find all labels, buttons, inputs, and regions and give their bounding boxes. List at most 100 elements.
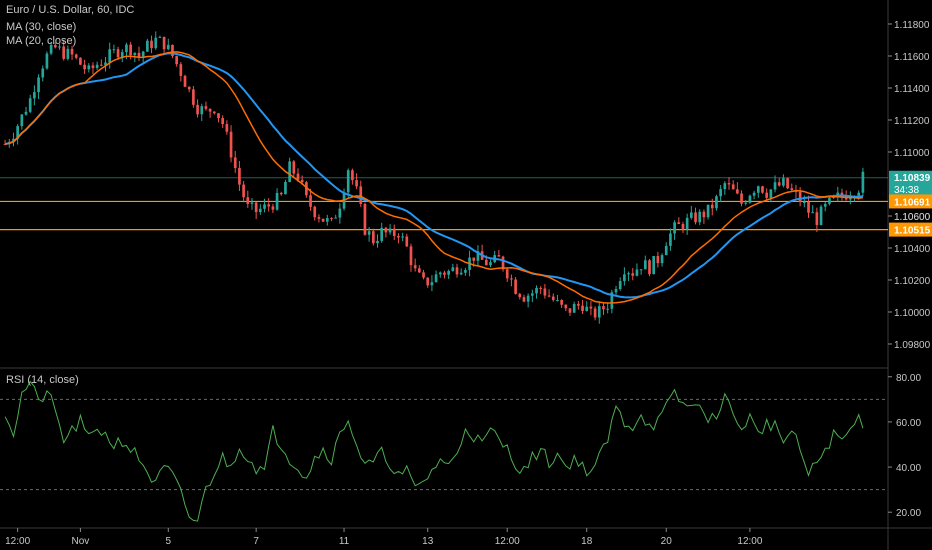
candle-body [376,240,379,244]
candle-body [744,202,748,204]
candle-body [556,299,559,301]
candle-body [505,269,509,279]
candle-body [501,256,505,270]
candle-body [28,98,32,112]
ma20-line [4,51,864,304]
candle-body [685,217,689,230]
price-axis[interactable]: 1.11800 1.11600 1.11400 1.11200 1.11000 1.106… [888,20,932,519]
candle-body [510,278,513,280]
time-tick-label: 12:00 [737,536,762,547]
candle-body [171,44,174,57]
candle-body [715,196,718,209]
candle-body [146,40,149,52]
candle-body [325,218,329,222]
time-axis[interactable]: 12:00 Nov 5 7 11 13 12:00 18 20 12:00 [5,528,763,547]
candle-body [288,161,291,183]
candle-body [250,202,254,204]
candle-body [16,126,19,139]
time-tick-label: 11 [339,536,350,547]
candle-body [840,192,844,196]
candle-body [409,246,413,266]
candle-body [330,218,333,220]
candle-body [539,287,543,289]
candle-body [643,260,647,270]
candle-body [602,306,605,310]
time-tick-label: 12:00 [5,536,30,547]
time-tick-label: 18 [581,536,593,547]
candle-body [777,182,781,186]
candle-body [648,260,651,275]
candle-body [187,86,191,90]
candle-body [91,65,95,69]
candle-body [305,182,308,196]
moving-averages [4,51,864,304]
candle-body [70,48,74,55]
candle-body [514,279,517,294]
time-tick-label: Nov [72,536,90,547]
candle-body [401,236,404,238]
candle-body [179,64,183,76]
candle-body [246,197,250,204]
candle-body [577,303,580,306]
candle-body [346,170,350,193]
candle-body [426,277,430,286]
candle-body [564,304,568,309]
candle-body [162,36,166,50]
candle-body [786,178,789,189]
candle-body [129,44,132,56]
candle-body [656,256,660,264]
candle-body [782,178,785,186]
candle-body [673,222,676,234]
candle-body [338,208,342,218]
candle-body [405,236,409,247]
candle-body [690,212,693,218]
candle-body [192,89,195,105]
ma30-legend[interactable]: MA (30, close) [6,21,77,33]
candle-body [74,54,78,58]
candle-body [37,77,40,93]
candle-body [296,173,300,180]
candle-body [313,206,317,218]
price-tick-label: 1.11200 [894,116,930,127]
candle-body [618,281,622,290]
candle-body [489,262,492,266]
level-badge-2 [889,222,932,237]
candle-body [748,195,752,203]
candle-body [731,184,735,190]
rsi-legend[interactable]: RSI (14, close) [6,374,79,386]
rsi-tick-label: 20.00 [896,508,921,519]
candle-body [154,37,158,49]
candle-body [807,201,810,213]
candle-body [802,201,806,203]
candle-body [606,308,609,310]
candle-body [593,308,597,318]
rsi-tick-label: 80.00 [896,373,921,384]
candle-body [727,183,731,185]
horizontal-levels[interactable] [0,177,888,231]
candle-body [141,51,145,57]
candle-body [476,251,480,261]
candle-body [589,306,593,309]
candle-body [204,106,208,109]
time-tick-label: 13 [422,536,434,547]
candle-body [275,192,279,210]
candle-body [773,182,777,190]
candle-body [752,192,756,196]
last-price-label: 1.10839 [894,173,931,184]
candle-body [95,64,99,69]
candle-body [267,204,271,207]
candle-body [392,228,396,236]
time-tick-label: 12:00 [495,536,520,547]
candle-body [551,296,555,301]
candle-body [572,303,576,313]
candle-body [99,64,103,66]
candle-body [660,255,664,264]
ma20-legend[interactable]: MA (20, close) [6,35,77,47]
candle-body [652,256,656,275]
candle-body [125,44,128,53]
candle-body [183,75,187,87]
candle-body [522,297,526,302]
price-tick-label: 1.10600 [894,212,931,223]
